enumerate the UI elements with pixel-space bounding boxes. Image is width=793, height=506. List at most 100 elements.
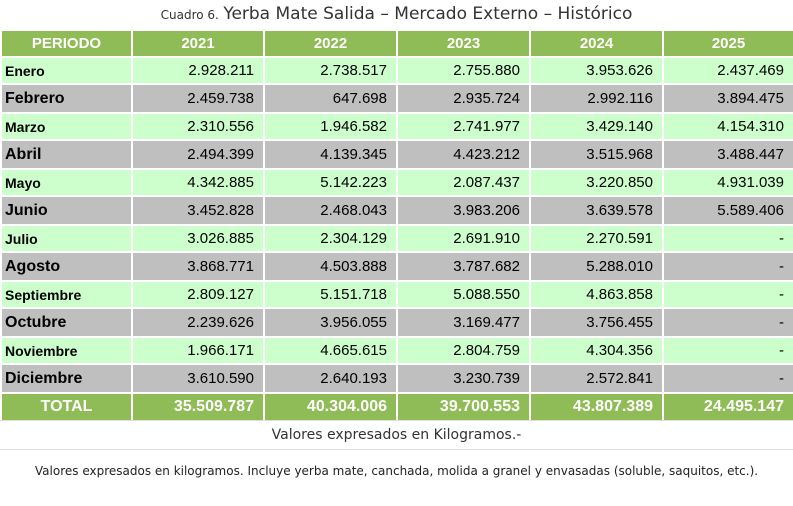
exports-table: PERIODO 2021 2022 2023 2024 2025 Enero 2.… xyxy=(0,29,793,422)
value-cell: 4.665.615 xyxy=(263,336,398,365)
value-cell: 3.953.626 xyxy=(529,56,664,85)
total-label: TOTAL xyxy=(0,392,133,422)
total-2021: 35.509.787 xyxy=(131,392,265,422)
title-text: Yerba Mate Salida – Mercado Externo – Hi… xyxy=(223,4,633,24)
header-periodo: PERIODO xyxy=(0,29,133,58)
value-cell: 5.589.406 xyxy=(662,195,793,226)
table-title: Cuadro 6. Yerba Mate Salida – Mercado Ex… xyxy=(0,4,793,28)
value-cell: 1.966.171 xyxy=(131,336,265,365)
value-cell: 5.142.223 xyxy=(263,168,398,197)
value-cell: 2.572.841 xyxy=(529,363,664,394)
value-cell: 2.304.129 xyxy=(263,224,398,253)
value-cell: - xyxy=(662,251,793,282)
value-cell: 4.304.356 xyxy=(529,336,664,365)
total-2022: 40.304.006 xyxy=(263,392,398,422)
value-cell: 2.459.738 xyxy=(131,83,265,114)
month-cell: Diciembre xyxy=(0,363,133,394)
table-row: Noviembre 1.966.171 4.665.615 2.804.759 4.30… xyxy=(0,336,793,365)
table-row: Febrero 2.459.738 647.698 2.935.724 2.992.11… xyxy=(0,83,793,114)
table-row: Junio 3.452.828 2.468.043 3.983.206 3.639.57… xyxy=(0,195,793,226)
value-cell: 5.151.718 xyxy=(263,280,398,309)
value-cell: 3.894.475 xyxy=(662,83,793,114)
value-cell: - xyxy=(662,224,793,253)
value-cell: 3.452.828 xyxy=(131,195,265,226)
value-cell: 647.698 xyxy=(263,83,398,114)
table-row: Octubre 2.239.626 3.956.055 3.169.477 3.756.… xyxy=(0,307,793,338)
value-cell: 3.756.455 xyxy=(529,307,664,338)
value-cell: - xyxy=(662,336,793,365)
value-cell: - xyxy=(662,363,793,394)
month-cell: Julio xyxy=(0,224,133,253)
value-cell: 4.423.212 xyxy=(396,139,531,170)
header-2022: 2022 xyxy=(263,29,398,58)
value-cell: 2.270.591 xyxy=(529,224,664,253)
header-2025: 2025 xyxy=(662,29,793,58)
footnote: Valores expresados en kilogramos. Incluy… xyxy=(34,464,759,478)
table-row: Abril 2.494.399 4.139.345 4.423.212 3.515.96… xyxy=(0,139,793,170)
value-cell: 2.310.556 xyxy=(131,112,265,141)
value-cell: 5.088.550 xyxy=(396,280,531,309)
value-cell: 3.787.682 xyxy=(396,251,531,282)
value-cell: 3.983.206 xyxy=(396,195,531,226)
value-cell: 3.515.968 xyxy=(529,139,664,170)
value-cell: 4.503.888 xyxy=(263,251,398,282)
table-row: Agosto 3.868.771 4.503.888 3.787.682 5.288.0… xyxy=(0,251,793,282)
value-cell: 2.691.910 xyxy=(396,224,531,253)
value-cell: 2.738.517 xyxy=(263,56,398,85)
header-2024: 2024 xyxy=(529,29,664,58)
header-2023: 2023 xyxy=(396,29,531,58)
value-cell: - xyxy=(662,280,793,309)
table-header-row: PERIODO 2021 2022 2023 2024 2025 xyxy=(0,29,793,58)
month-cell: Mayo xyxy=(0,168,133,197)
value-cell: 3.956.055 xyxy=(263,307,398,338)
value-cell: 4.342.885 xyxy=(131,168,265,197)
units-note: Valores expresados en Kilogramos.- xyxy=(0,420,793,450)
value-cell: 2.468.043 xyxy=(263,195,398,226)
value-cell: 2.741.977 xyxy=(396,112,531,141)
value-cell: 5.288.010 xyxy=(529,251,664,282)
month-cell: Abril xyxy=(0,139,133,170)
total-2023: 39.700.553 xyxy=(396,392,531,422)
table-row: Julio 3.026.885 2.304.129 2.691.910 2.270.59… xyxy=(0,224,793,253)
value-cell: 2.804.759 xyxy=(396,336,531,365)
table-row: Septiembre 2.809.127 5.151.718 5.088.550 4.8… xyxy=(0,280,793,309)
total-2025: 24.495.147 xyxy=(662,392,793,422)
value-cell: 2.640.193 xyxy=(263,363,398,394)
value-cell: 2.239.626 xyxy=(131,307,265,338)
month-cell: Octubre xyxy=(0,307,133,338)
value-cell: 2.437.469 xyxy=(662,56,793,85)
value-cell: 2.928.211 xyxy=(131,56,265,85)
value-cell: 3.169.477 xyxy=(396,307,531,338)
value-cell: 3.868.771 xyxy=(131,251,265,282)
header-2021: 2021 xyxy=(131,29,265,58)
table-row: Mayo 4.342.885 5.142.223 2.087.437 3.220.850… xyxy=(0,168,793,197)
value-cell: 4.154.310 xyxy=(662,112,793,141)
title-prefix: Cuadro 6. xyxy=(160,8,219,22)
value-cell: 2.755.880 xyxy=(396,56,531,85)
value-cell: 4.863.858 xyxy=(529,280,664,309)
value-cell: 1.946.582 xyxy=(263,112,398,141)
value-cell: 4.931.039 xyxy=(662,168,793,197)
table-row: Marzo 2.310.556 1.946.582 2.741.977 3.429.14… xyxy=(0,112,793,141)
value-cell: 3.639.578 xyxy=(529,195,664,226)
month-cell: Enero xyxy=(0,56,133,85)
value-cell: 3.026.885 xyxy=(131,224,265,253)
value-cell: 2.087.437 xyxy=(396,168,531,197)
month-cell: Febrero xyxy=(0,83,133,114)
value-cell: 2.494.399 xyxy=(131,139,265,170)
month-cell: Septiembre xyxy=(0,280,133,309)
value-cell: 4.139.345 xyxy=(263,139,398,170)
table-row: Enero 2.928.211 2.738.517 2.755.880 3.953.62… xyxy=(0,56,793,85)
value-cell: 3.230.739 xyxy=(396,363,531,394)
value-cell: - xyxy=(662,307,793,338)
value-cell: 3.220.850 xyxy=(529,168,664,197)
value-cell: 3.488.447 xyxy=(662,139,793,170)
value-cell: 2.992.116 xyxy=(529,83,664,114)
total-row: TOTAL 35.509.787 40.304.006 39.700.553 4… xyxy=(0,392,793,422)
month-cell: Marzo xyxy=(0,112,133,141)
value-cell: 3.610.590 xyxy=(131,363,265,394)
value-cell: 2.935.724 xyxy=(396,83,531,114)
table-row: Diciembre 3.610.590 2.640.193 3.230.739 2.57… xyxy=(0,363,793,394)
total-2024: 43.807.389 xyxy=(529,392,664,422)
month-cell: Junio xyxy=(0,195,133,226)
